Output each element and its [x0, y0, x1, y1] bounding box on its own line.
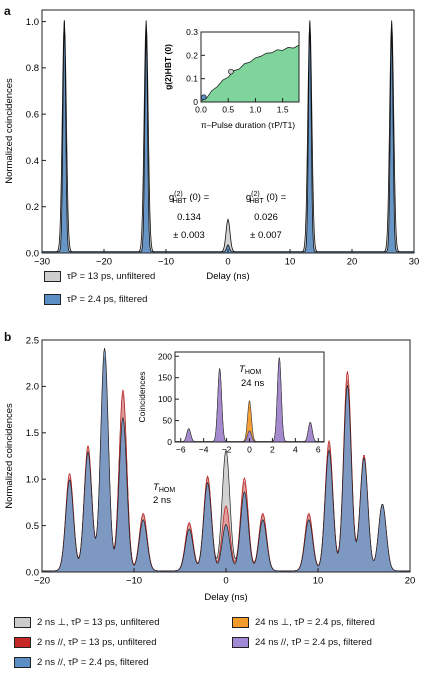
- legend-label: 2 ns //, τP = 2.4 ps, filtered: [37, 657, 149, 668]
- inset-b-axis-xtick-label: 6: [316, 445, 321, 455]
- panel-label-a: a: [4, 4, 11, 18]
- legend-label: 2 ns ⊥, τP = 13 ps, unfiltered: [37, 617, 160, 628]
- inset-a-axis-xtick-label: 1.0: [250, 105, 262, 115]
- inset-b-axis-xtick-label: −4: [199, 445, 209, 455]
- inset-a-marker: [228, 68, 234, 75]
- axis-b-ytick-label: 2.0: [26, 382, 39, 393]
- axis-a-xtick-label: 30: [409, 257, 420, 268]
- axis-b-ytick-label: 1.0: [26, 475, 39, 486]
- inset-a-marker: [200, 94, 207, 101]
- legend-label: τP = 13 ps, unfiltered: [67, 271, 156, 282]
- legend-item-a-filtered: τP = 2.4 ps, filtered: [44, 294, 147, 305]
- y-axis-title-b: Normalized coincidences: [4, 403, 15, 509]
- inset-a-axis-xtick-label: 0.0: [195, 105, 207, 115]
- legend-item-b-2ns-par-filt: 2 ns //, τP = 2.4 ps, filtered: [14, 657, 149, 668]
- inset-a-axis-xtick-label: 0.5: [222, 105, 234, 115]
- g2-annotation-error: ± 0.003: [173, 230, 205, 241]
- legend-label: τP = 2.4 ps, filtered: [67, 294, 148, 305]
- g2-annotation-value: 0.026: [254, 212, 278, 223]
- inset-a-axis-frame: [200, 31, 300, 103]
- axis-b-ytick-label: 0.5: [26, 521, 39, 532]
- axis-a-xtick-label: −10: [158, 257, 174, 268]
- inset-a-axis-ytick-label: 0.1: [186, 74, 198, 84]
- axis-a-ytick-label: 0.6: [26, 109, 39, 120]
- inset-a-x-title: π–Pulse duration (τP/T1): [201, 120, 295, 130]
- inset-a-axis-ytick-label: 0: [193, 97, 198, 107]
- legend-item-b-2ns-perp: 2 ns ⊥, τP = 13 ps, unfiltered: [14, 617, 160, 628]
- thom-24ns-value: 24 ns: [241, 378, 264, 389]
- g2-annotation-label: g(2) HBT (0) =: [169, 191, 210, 205]
- chart-a: −30 −20 −10 0 10 20 30 0.0 0.2 0.4 0.6 0.8 1.0 Delay …: [4, 9, 420, 282]
- legend-swatch: [14, 657, 31, 668]
- inset-b-axis-xtick-label: −2: [222, 445, 232, 455]
- axis-b-xtick-label: −20: [34, 576, 50, 587]
- inset-b-axis-ytick-label: 100: [158, 394, 172, 404]
- thom-2ns-label: THOM: [153, 482, 175, 494]
- inset-b-axis-ytick-label: 150: [158, 373, 172, 383]
- x-axis-title-b: Delay (ns): [204, 592, 247, 603]
- g2-annotation-value: 0.134: [177, 212, 201, 223]
- legend-label: 24 ns //, τP = 2.4 ps, filtered: [255, 637, 372, 648]
- legend-item-b-24ns-par: 24 ns //, τP = 2.4 ps, filtered: [232, 637, 372, 648]
- inset-a-area: [200, 44, 300, 103]
- legend-swatch: [14, 617, 31, 628]
- axis-a-ytick-label: 0.8: [26, 63, 39, 74]
- x-axis-title-a: Delay (ns): [206, 271, 249, 282]
- axis-b-ytick-label: 2.5: [26, 335, 39, 346]
- inset-a-axis-ytick-label: 0.3: [186, 27, 198, 37]
- inset-b-axis-xtick-label: 4: [293, 445, 298, 455]
- axis-b-xtick-label: 20: [405, 576, 416, 587]
- series-b-2-area: [41, 348, 411, 573]
- axis-b-xtick-label: −10: [126, 576, 142, 587]
- axis-b-ytick-label: 0.0: [26, 567, 39, 578]
- legend-label: 24 ns ⊥, τP = 2.4 ps, filtered: [255, 617, 375, 628]
- axis-b-xtick-label: 0: [223, 576, 228, 587]
- axis-a-xtick-label: −20: [96, 257, 112, 268]
- axis-a-ytick-label: 1.0: [26, 17, 39, 28]
- inset-a-y-title: g(2)HBT (0): [163, 44, 173, 90]
- inset-b-axis-ytick-label: 0: [167, 437, 172, 447]
- axis-a-ytick-label: 0.4: [26, 156, 39, 167]
- inset-b-y-title: Coincidences: [137, 371, 147, 422]
- panel-label-b: b: [4, 330, 12, 344]
- inset-b-axis-xtick-label: 0: [247, 445, 252, 455]
- inset-a-axis-ytick-label: 0.2: [186, 50, 198, 60]
- axis-a-xtick-label: 10: [285, 257, 296, 268]
- inset-b-axis-ytick-label: 200: [158, 351, 172, 361]
- y-axis-title-a: Normalized coincidences: [4, 78, 15, 184]
- legend-swatch: [44, 294, 61, 305]
- axis-a-xtick-label: −30: [34, 257, 50, 268]
- legend-item-a-unfiltered: τP = 13 ps, unfiltered: [44, 271, 155, 282]
- legend-swatch: [232, 637, 249, 648]
- legend-swatch: [232, 617, 249, 628]
- axis-a-ytick-label: 0.0: [26, 248, 39, 259]
- legend-label: 2 ns //, τP = 13 ps, unfiltered: [37, 637, 157, 648]
- legend-swatch: [44, 271, 61, 282]
- axis-a-xtick-label: 0: [225, 257, 230, 268]
- g2-annotation-error: ± 0.007: [250, 230, 282, 241]
- thom-24ns-label: THOM: [239, 364, 261, 376]
- legend-item-b-24ns-perp: 24 ns ⊥, τP = 2.4 ps, filtered: [232, 617, 375, 628]
- axis-a-ytick-label: 0.2: [26, 202, 39, 213]
- inset-a-axis-xtick-label: 1.5: [277, 105, 289, 115]
- legend-swatch: [14, 637, 31, 648]
- legend-item-b-2ns-par-unf: 2 ns //, τP = 13 ps, unfiltered: [14, 637, 157, 648]
- axis-a-xtick-label: 20: [347, 257, 358, 268]
- inset-b-axis-xtick-label: 2: [270, 445, 275, 455]
- axis-b-xtick-label: 10: [313, 576, 324, 587]
- g2-annotation-label: g(2) HBT (0) =: [246, 191, 287, 205]
- axis-b-ytick-label: 1.5: [26, 428, 39, 439]
- thom-2ns-value: 2 ns: [153, 495, 171, 506]
- inset-b-axis-ytick-label: 50: [163, 416, 173, 426]
- inset-b-axis-xtick-label: −6: [176, 445, 186, 455]
